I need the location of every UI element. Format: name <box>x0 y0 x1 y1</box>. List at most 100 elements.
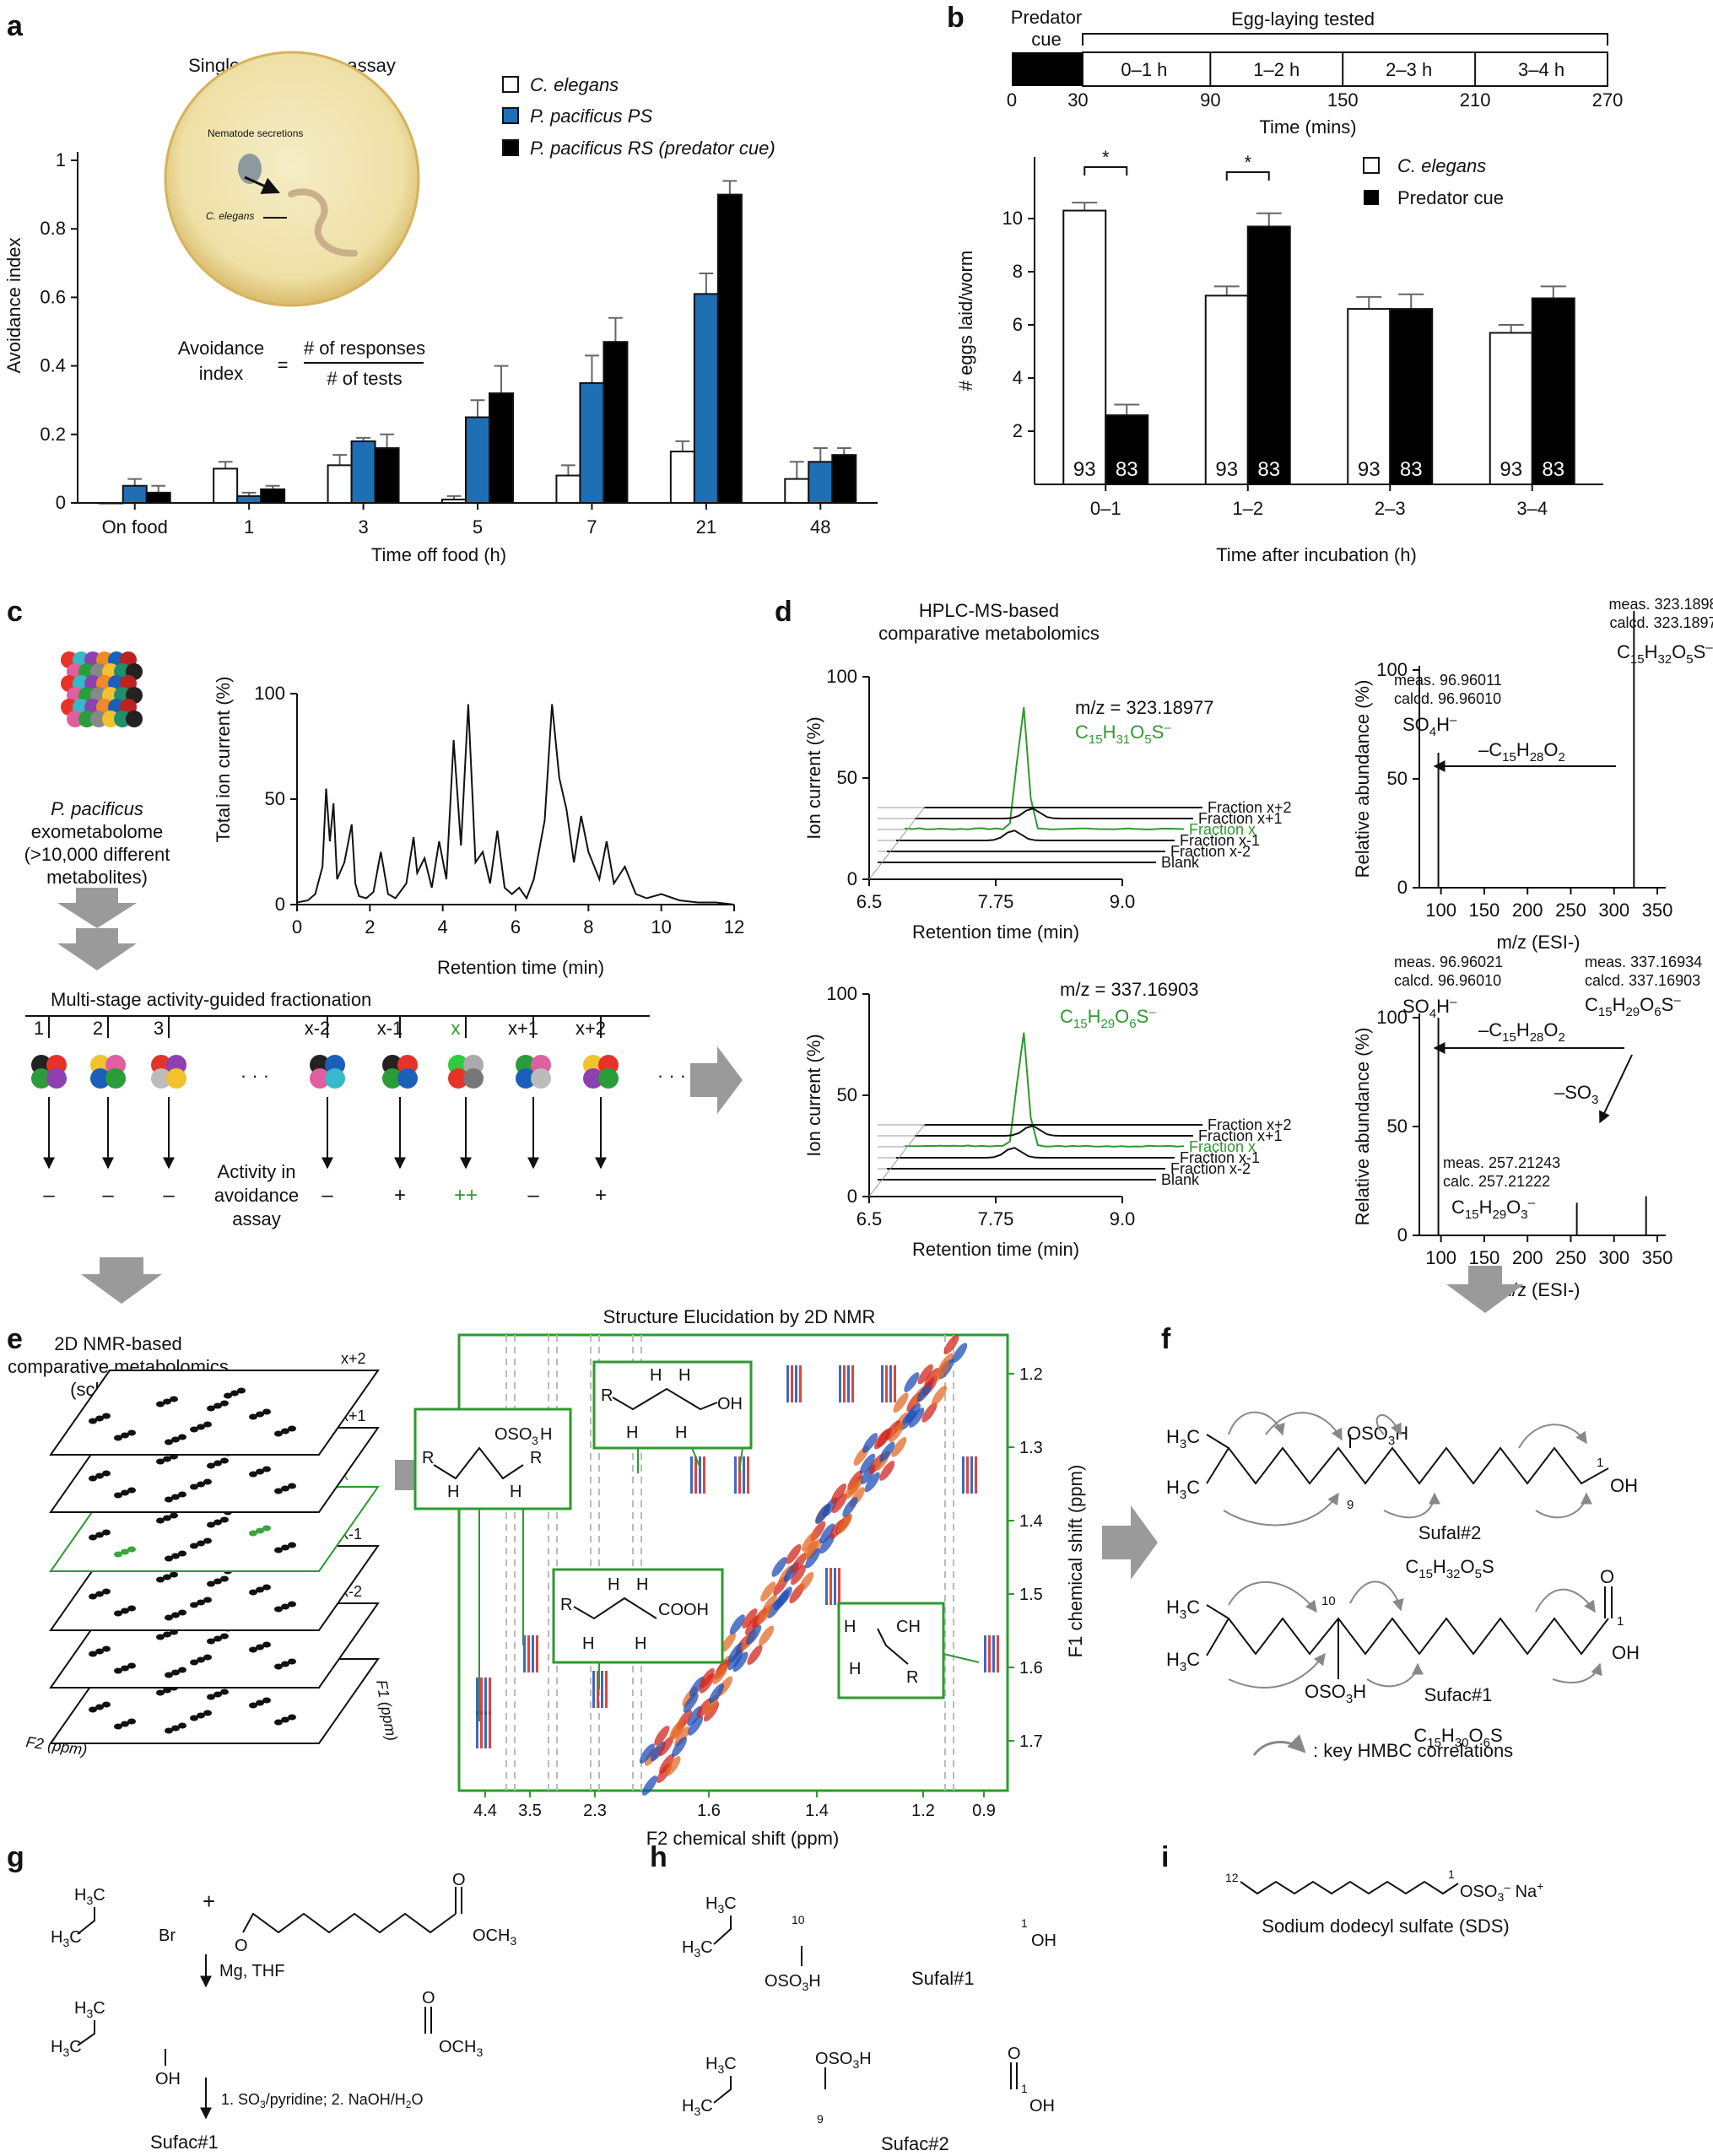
nmr-spot <box>203 1479 212 1485</box>
timeline-segment-label: 2–3 h <box>1386 59 1432 80</box>
nmr-cross-peak <box>885 1365 888 1402</box>
g-reagent2: 1. SO3/pyridine; 2. NaOH/H2O <box>221 2091 423 2110</box>
ms-y-tick-label: 0 <box>1397 877 1408 898</box>
activity-value: + <box>394 1184 406 1207</box>
y-tick-label: 0 <box>56 492 66 513</box>
bar <box>1063 211 1105 484</box>
ms-ylabel: Relative abundance (%) <box>1352 680 1373 878</box>
fraction-row: 1–2–3–x-2–x-1+x++x+1–x+2+ <box>31 1016 619 1207</box>
nmr-spot <box>203 1655 212 1661</box>
fraction-label: x-2 <box>305 1018 331 1039</box>
nmr-spot <box>170 1572 178 1578</box>
nmr-cross-peak <box>747 1456 749 1494</box>
exometabolome-blob <box>61 651 143 727</box>
f-sufac-num10: 10 <box>1321 1594 1336 1608</box>
panel-b: Predator cue Egg-laying tested 0 30 90 150 2… <box>955 7 1623 565</box>
ms-y-tick-label: 0 <box>1397 1224 1408 1246</box>
c-y-tick-label: 0 <box>275 894 285 915</box>
chrom-y-tick-label: 0 <box>847 868 857 889</box>
y-tick-label: 10 <box>1002 208 1023 229</box>
fraction-label: 1 <box>34 1018 44 1039</box>
d-title2: comparative metabolomics <box>878 623 1100 644</box>
exo-line1: P. pacificus <box>51 798 143 819</box>
nmr-cross-peak <box>743 1456 745 1494</box>
nmr-y-tick-label: 1.7 <box>1019 1732 1043 1751</box>
timeline-segment-label: 0–1 h <box>1121 59 1167 80</box>
down-arrow-2 <box>57 928 137 970</box>
exo-line4: metabolites) <box>46 867 148 888</box>
e-f1-label: F1 (ppm) <box>373 1678 400 1742</box>
legend-swatch-ps <box>503 108 518 123</box>
panel-label-b: b <box>947 2 965 34</box>
frag-oso3h-h: H <box>540 1425 552 1444</box>
nmr-spot <box>262 1409 271 1415</box>
f-sufac-oh: OH <box>1612 1642 1640 1663</box>
nmr-y-tick-label: 1.4 <box>1019 1512 1043 1531</box>
bar <box>100 503 123 504</box>
nmr-cross-peak <box>694 1456 697 1494</box>
i-num12: 12 <box>1225 1871 1239 1884</box>
f-sufal-formula: C15H32O5S <box>1405 1556 1494 1581</box>
chrom-y-tick-label: 50 <box>837 1084 857 1105</box>
h-sufal-name: Sufal#1 <box>911 1968 975 1989</box>
ms-top-calcd1: calcd. 323.18977 <box>1609 614 1713 631</box>
chromatogram-top: 0501006.5 7.75 9.0Retention time (min)Ion … <box>803 666 1292 943</box>
nmr-cross-peak <box>703 1456 705 1494</box>
chrom-x-tick-label: 6.5 <box>856 1208 883 1229</box>
x-tick-label: 1 <box>244 516 254 538</box>
ms-bot-calcd1: calcd. 337.16903 <box>1585 972 1700 989</box>
fraction-label: x <box>451 1018 461 1039</box>
legend-celegans: C. elegans <box>530 74 619 95</box>
bar <box>123 486 147 503</box>
legend-ps: P. pacificus PS <box>530 105 652 127</box>
chrom-trace <box>905 1033 1184 1147</box>
ms-y-tick-label: 50 <box>1387 1116 1408 1137</box>
chrom-trace <box>896 1148 1175 1158</box>
bar <box>785 479 808 503</box>
g-h3c-4: H3C <box>51 2038 82 2059</box>
panel-label-e: e <box>7 1323 23 1355</box>
activity-value: + <box>595 1184 607 1207</box>
c-x-tick-label: 12 <box>724 916 744 938</box>
nmr-spot <box>127 1719 136 1725</box>
x-tick-label: 3 <box>358 516 368 538</box>
inset-celegans-label: C. elegans <box>206 210 254 222</box>
chrom-ylabel: Ion current (%) <box>803 1034 824 1157</box>
nmr-cross-peak <box>699 1456 701 1494</box>
y-tick-label: 0.6 <box>40 286 66 307</box>
x-tick-label: 3–4 <box>1516 498 1548 519</box>
f-sufac-oso3h: OSO3H <box>1305 1681 1366 1706</box>
nmr-x-tick-label: 1.4 <box>805 1802 829 1820</box>
activity-label-1: Activity in <box>218 1161 296 1182</box>
down-arrow-d <box>1446 1266 1524 1313</box>
nmr-spot <box>220 1458 229 1464</box>
h-sufac-o: O <box>1008 2045 1021 2063</box>
nmr-spot <box>203 1710 212 1716</box>
activity-value: ++ <box>454 1184 478 1207</box>
f-sufac-num1: 1 <box>1617 1614 1624 1629</box>
fraction-dot <box>105 1068 126 1089</box>
bar <box>376 448 399 503</box>
panel-label-f: f <box>1161 1323 1171 1355</box>
bar <box>556 476 580 503</box>
f-sufal-num1: 1 <box>1597 1456 1603 1470</box>
nmr-spot <box>288 1659 296 1665</box>
hmbc-legend-arrow <box>1254 1742 1305 1755</box>
chrom-x-tick-label: 9.0 <box>1110 1208 1136 1229</box>
i-name: Sodium dodecyl sulfate (SDS) <box>1262 1916 1509 1937</box>
f-sufal-h3c-bot: H3C <box>1166 1477 1200 1502</box>
frag3-r: R <box>560 1596 572 1614</box>
timeline-tick-label: 150 <box>1327 89 1359 111</box>
c-x-tick-label: 2 <box>365 916 375 938</box>
chrom-xlabel: Retention time (min) <box>912 921 1079 943</box>
y-tick-label: 0.4 <box>40 355 66 376</box>
c-x-tick-label: 8 <box>583 916 593 938</box>
nmr-cross-peak <box>834 1568 836 1605</box>
nmr-cross-peak <box>838 1568 840 1605</box>
nmr-spot <box>127 1547 136 1553</box>
h-sufac-num1: 1 <box>1021 2082 1028 2095</box>
g-h3c-3: H3C <box>74 1999 105 2020</box>
b-legend-predator: Predator cue <box>1397 187 1504 208</box>
nmr-spot <box>203 1597 212 1603</box>
nmr-spot <box>102 1413 111 1419</box>
